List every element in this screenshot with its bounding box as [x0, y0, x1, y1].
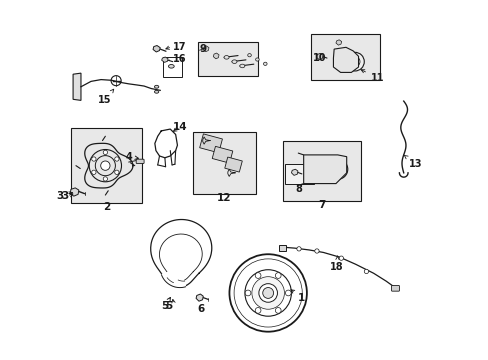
Polygon shape [335, 40, 341, 45]
Polygon shape [333, 47, 358, 72]
Circle shape [364, 269, 368, 274]
Circle shape [275, 273, 281, 278]
Circle shape [327, 159, 347, 179]
Circle shape [339, 256, 343, 260]
Bar [310, 35, 379, 80]
Circle shape [255, 307, 261, 313]
Bar [163, 57, 182, 77]
Circle shape [244, 290, 250, 296]
Circle shape [111, 76, 121, 86]
Circle shape [255, 273, 261, 278]
Circle shape [331, 163, 343, 175]
Ellipse shape [255, 58, 259, 61]
Circle shape [115, 157, 119, 161]
FancyBboxPatch shape [136, 159, 144, 163]
Circle shape [296, 247, 301, 251]
Circle shape [285, 290, 290, 296]
Bar [278, 245, 285, 251]
Polygon shape [316, 53, 323, 60]
Circle shape [92, 157, 96, 161]
Text: 1: 1 [290, 290, 305, 303]
Text: 5: 5 [161, 297, 170, 311]
Polygon shape [161, 268, 185, 288]
Text: 3: 3 [56, 191, 72, 201]
Circle shape [314, 249, 319, 253]
Circle shape [310, 158, 314, 162]
Bar [192, 132, 256, 194]
Bar [71, 128, 142, 203]
Text: 17: 17 [172, 42, 186, 51]
Text: 4: 4 [125, 152, 138, 162]
Text: 7: 7 [318, 200, 325, 210]
Ellipse shape [224, 55, 228, 59]
Text: 18: 18 [329, 256, 343, 272]
Circle shape [258, 284, 277, 302]
FancyBboxPatch shape [391, 285, 399, 291]
Text: 11: 11 [361, 70, 384, 83]
Circle shape [345, 52, 364, 71]
Circle shape [75, 78, 79, 82]
Circle shape [103, 177, 107, 181]
Circle shape [349, 57, 359, 67]
Text: 14: 14 [172, 122, 187, 132]
Circle shape [115, 170, 119, 175]
Text: 5: 5 [165, 301, 172, 311]
Ellipse shape [154, 85, 159, 88]
Polygon shape [303, 155, 346, 184]
Ellipse shape [168, 64, 174, 68]
Polygon shape [70, 188, 79, 196]
Circle shape [75, 85, 79, 89]
Polygon shape [203, 46, 208, 51]
Bar [283, 140, 361, 201]
Polygon shape [212, 147, 232, 163]
Text: 16: 16 [172, 54, 186, 64]
Bar [285, 164, 313, 184]
Text: 2: 2 [102, 202, 110, 212]
Circle shape [262, 288, 273, 298]
Polygon shape [162, 57, 168, 62]
Text: 6: 6 [198, 304, 204, 314]
Ellipse shape [231, 60, 237, 63]
Circle shape [310, 176, 314, 180]
Polygon shape [153, 45, 160, 52]
Polygon shape [224, 157, 242, 172]
Ellipse shape [154, 90, 159, 93]
Text: 12: 12 [217, 193, 231, 203]
Text: 13: 13 [403, 155, 421, 169]
Ellipse shape [247, 54, 251, 57]
Text: 9: 9 [199, 44, 206, 54]
Polygon shape [291, 169, 297, 175]
Ellipse shape [239, 64, 244, 68]
Polygon shape [199, 134, 222, 153]
Circle shape [251, 277, 284, 309]
Polygon shape [73, 73, 81, 100]
Text: 15: 15 [98, 89, 114, 105]
Text: 3: 3 [61, 191, 68, 201]
Circle shape [275, 307, 281, 313]
Circle shape [92, 170, 96, 175]
Ellipse shape [263, 62, 266, 66]
Polygon shape [196, 294, 203, 301]
Circle shape [103, 150, 107, 154]
Bar [198, 42, 258, 76]
Circle shape [101, 161, 110, 170]
Circle shape [75, 91, 79, 95]
Polygon shape [213, 53, 219, 59]
Text: 8: 8 [295, 184, 302, 194]
Text: 10: 10 [313, 53, 326, 63]
